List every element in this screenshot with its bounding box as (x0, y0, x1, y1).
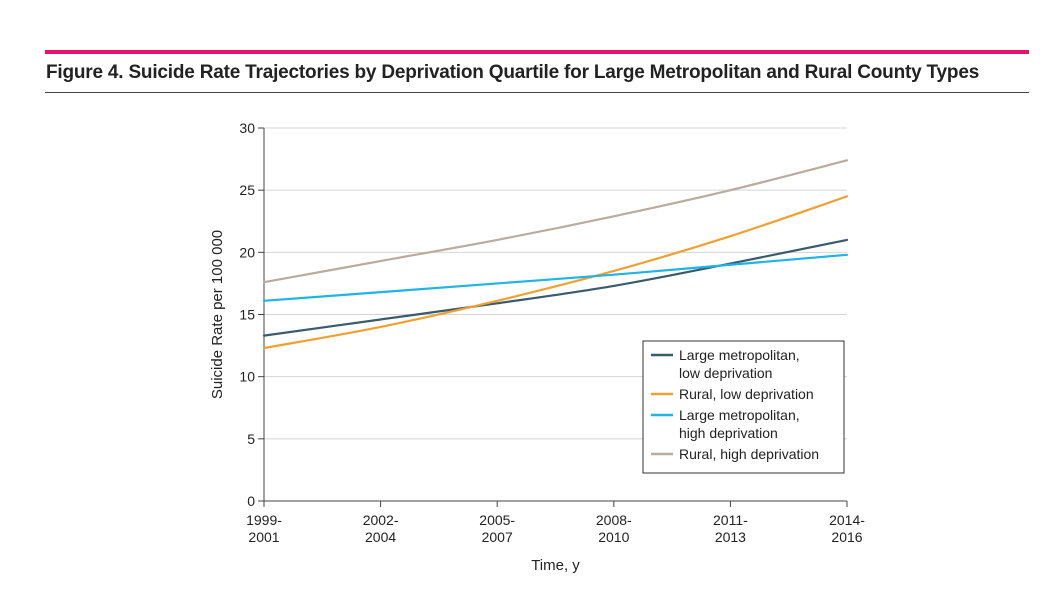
legend: Large metropolitan, low deprivation Rural,… (642, 340, 845, 474)
y-tick-label: 30 (239, 120, 255, 136)
x-tick-label-line: 2002- (363, 512, 399, 528)
series-line-2 (262, 195, 849, 350)
x-tick-label-line: 2011- (713, 512, 748, 528)
y-tick-label: 25 (239, 182, 255, 198)
x-axis-title: Time, y (531, 557, 580, 574)
series-line-4 (262, 159, 849, 284)
x-axis: 1999-2001 2002-2004 2005-2007 2008-2010 2011… (246, 500, 865, 545)
x-tick-label-line: 2014- (829, 512, 865, 528)
x-tick-label-line: 2016 (831, 529, 862, 545)
y-axis: 0 5 10 15 20 25 30 (239, 120, 265, 509)
x-tick-label: 2002-2004 (363, 512, 399, 545)
x-tick-label-line: 2004 (365, 529, 396, 545)
y-tick-label: 5 (247, 431, 255, 447)
x-tick-label-line: 2007 (482, 529, 513, 545)
x-tick-label-line: 2008- (596, 512, 632, 528)
y-tick-label: 10 (239, 369, 255, 385)
x-tick-label: 2005-2007 (479, 512, 515, 545)
figure-title: Figure 4. Suicide Rate Trajectories by D… (46, 62, 980, 83)
x-tick-label: 2011-2013 (713, 512, 748, 545)
series-line-1 (262, 238, 849, 337)
legend-entry-4: Rural, high deprivation (679, 446, 819, 462)
title-accent-rule (45, 50, 1029, 54)
legend-entry-line: low deprivation (679, 365, 772, 381)
legend-entry-line: Rural, low deprivation (679, 386, 814, 402)
y-axis-title: Suicide Rate per 100 000 (209, 230, 226, 399)
x-tick-label: 2014-2016 (829, 512, 865, 545)
series-lines (262, 159, 849, 350)
legend-entry-line: Large metropolitan, (679, 347, 800, 363)
title-divider (45, 92, 1029, 93)
x-tick-label-line: 2005- (479, 512, 515, 528)
series-line-3 (262, 253, 849, 302)
x-tick-label: 1999-2001 (246, 512, 282, 545)
legend-entry-line: high deprivation (679, 425, 778, 441)
x-tick-label: 2008-2010 (596, 512, 632, 545)
legend-entry-line: Large metropolitan, (679, 407, 800, 423)
legend-entry-1: Large metropolitan, low deprivation (679, 347, 800, 381)
y-tick-label: 20 (239, 244, 255, 260)
x-tick-label-line: 2001 (248, 529, 279, 545)
y-tick-label: 0 (247, 493, 255, 509)
legend-entry-3: Large metropolitan, high deprivation (679, 407, 800, 441)
x-tick-label-line: 2010 (598, 529, 629, 545)
y-tick-label: 15 (239, 307, 255, 323)
legend-entry-line: Rural, high deprivation (679, 446, 819, 462)
legend-box (642, 340, 845, 474)
legend-entry-2: Rural, low deprivation (679, 386, 814, 402)
x-tick-label-line: 1999- (246, 512, 282, 528)
x-tick-label-line: 2013 (715, 529, 746, 545)
